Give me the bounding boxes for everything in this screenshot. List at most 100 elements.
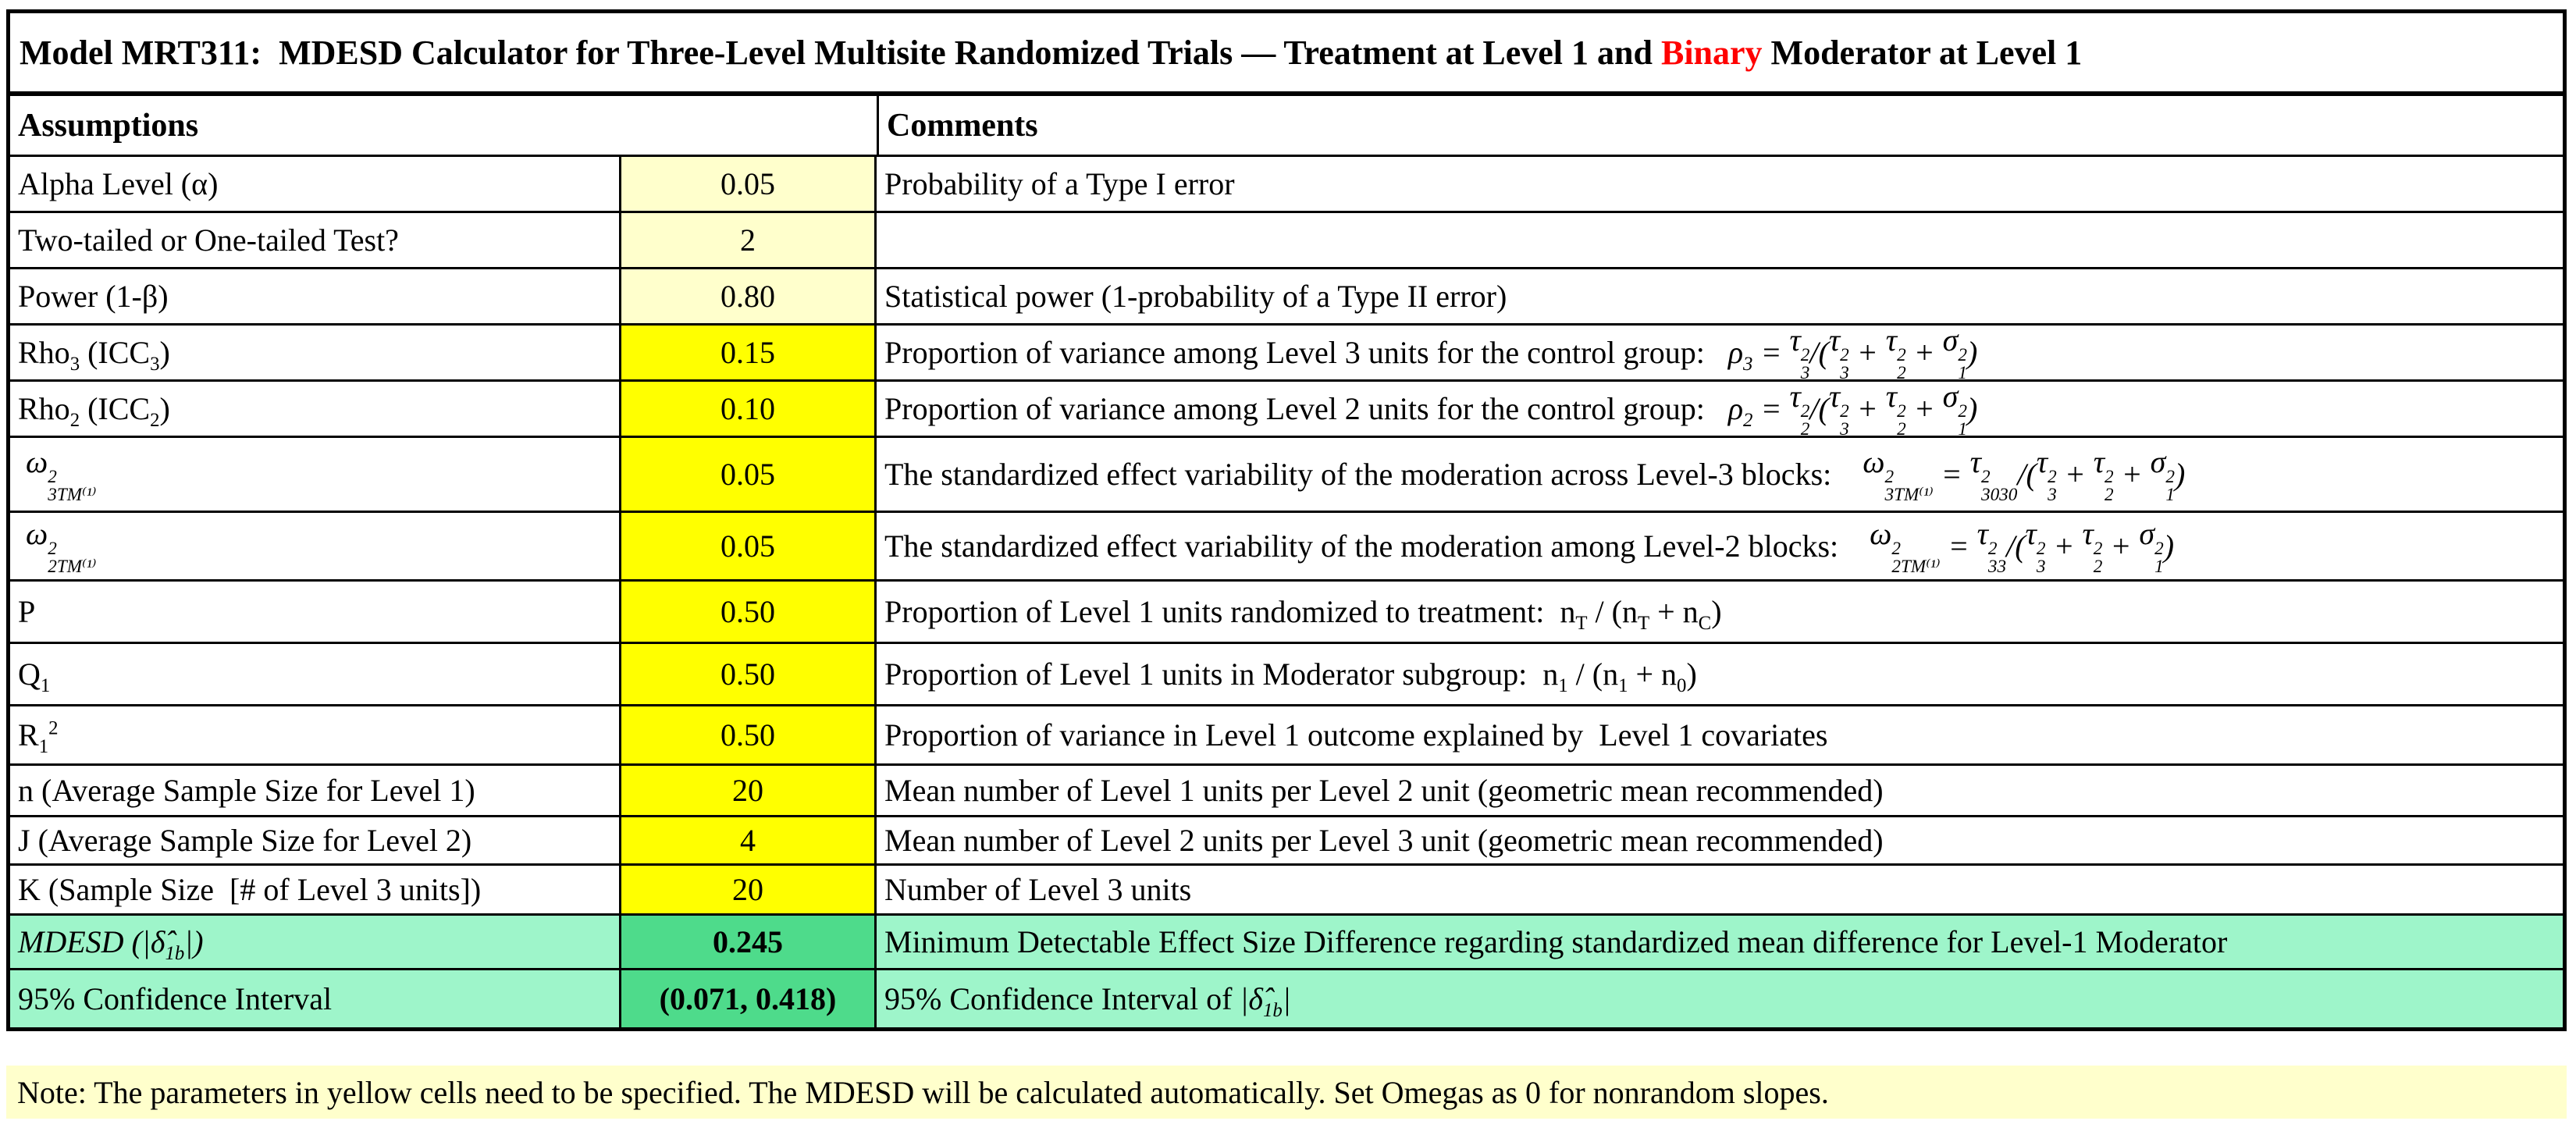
text-run: ρ2 — [1727, 391, 1753, 431]
table-row: Rho3 (ICC3) 0.15 Proportion of variance am… — [10, 323, 2563, 379]
text-run: ) — [159, 335, 170, 370]
text-run: n (Average Sample Size for Level 1) — [18, 773, 475, 808]
comment-cell: Mean number of Level 2 units per Level 3… — [874, 817, 2563, 863]
table-row: Power (1-β) 0.80 Statistical power (1-prob… — [10, 267, 2563, 323]
value-cell[interactable]: 20 — [619, 766, 874, 815]
text-run: ) — [2163, 528, 2175, 564]
value-cell[interactable]: 0.05 — [619, 157, 874, 211]
text-run: + — [1848, 335, 1886, 370]
mdesd-calculator-table: Model MRT311: MDESD Calculator for Three… — [6, 9, 2567, 1031]
text-run: Statistical power (1-probability of a Ty… — [884, 279, 1507, 314]
value-cell[interactable]: 20 — [619, 866, 874, 913]
text-run: + — [1905, 391, 1943, 426]
value-cell[interactable]: 0.80 — [619, 269, 874, 323]
text-run: 2 — [48, 717, 59, 739]
text-run: = — [1752, 335, 1790, 370]
comment-cell: Proportion of variance among Level 2 uni… — [874, 382, 2563, 436]
assumption-label-cell: ω 2 2TM⁽¹⁾ — [10, 513, 619, 579]
table-row: K (Sample Size [# of Level 3 units]) 20 Nu… — [10, 863, 2563, 913]
table-row: ω 2 2TM⁽¹⁾ 0.05 The standardized effect vari… — [10, 511, 2563, 579]
value-cell[interactable]: 0.15 — [619, 326, 874, 379]
value-cell[interactable]: 0.50 — [619, 644, 874, 704]
assumption-label-cell: Rho3 (ICC3) — [10, 326, 619, 379]
assumption-label-cell: Rho2 (ICC2) — [10, 382, 619, 436]
text-run: (ICC3 — [80, 335, 160, 375]
text-run: Alpha Level (α) — [18, 166, 219, 201]
assumption-label-cell: n (Average Sample Size for Level 1) — [10, 766, 619, 815]
assumption-label-cell: K (Sample Size [# of Level 3 units]) — [10, 866, 619, 913]
assumption-label-cell: Two-tailed or One-tailed Test? — [10, 213, 619, 267]
text-run: Mean number of Level 1 units per Level 2… — [884, 773, 1884, 808]
text-run: ω 2 2TM⁽¹⁾ — [18, 515, 97, 578]
text-run: ω 2 3TM⁽¹⁾ — [1863, 443, 1934, 506]
text-run: (ICC2 — [80, 391, 160, 431]
text-run: Two-tailed or One-tailed Test? — [18, 222, 399, 258]
assumption-label-cell: Q1 — [10, 644, 619, 704]
comment-cell: The standardized effect variability of t… — [874, 513, 2563, 579]
comment-cell: Proportion of variance among Level 3 uni… — [874, 326, 2563, 379]
text-run: + nC — [1649, 594, 1712, 634]
value-cell[interactable]: 2 — [619, 213, 874, 267]
text-run: ) — [159, 391, 170, 426]
text-run: Rho3 — [18, 335, 80, 375]
text-run: ) — [1711, 594, 1722, 629]
value-cell[interactable]: 4 — [619, 817, 874, 863]
value-cell[interactable]: 0.10 — [619, 382, 874, 436]
assumptions-column-header: Assumptions — [18, 107, 199, 144]
note-text: Note: The parameters in yellow cells nee… — [17, 1074, 1829, 1110]
comment-cell — [874, 213, 2563, 267]
text-run: 95% Confidence Interval of — [884, 981, 1240, 1016]
value-cell[interactable]: 0.05 — [619, 513, 874, 579]
text-run: τ 2 33 — [1976, 515, 2007, 578]
assumption-label-cell: J (Average Sample Size for Level 2) — [10, 817, 619, 863]
text-run: |) — [184, 924, 204, 959]
text-run: Proportion of Level 1 units in Moderator… — [884, 657, 1568, 696]
text-run: ) — [1966, 335, 1978, 370]
assumption-label-cell: Power (1-β) — [10, 269, 619, 323]
comment-cell: Mean number of Level 1 units per Level 2… — [874, 766, 2563, 815]
text-run: /( — [1809, 391, 1829, 426]
comment-cell: Number of Level 3 units — [874, 866, 2563, 913]
text-run: δ̂1b — [150, 924, 185, 964]
text-run: = — [1940, 528, 1977, 564]
value-cell[interactable]: 0.05 — [619, 438, 874, 511]
text-run: P — [18, 594, 36, 629]
text-run: = — [1933, 457, 1970, 492]
text-run: ) — [2174, 457, 2186, 492]
text-run: Minimum Detectable Effect Size Differenc… — [884, 924, 2228, 959]
text-run: J (Average Sample Size for Level 2) — [18, 823, 472, 858]
text-run: / (n1 — [1567, 657, 1628, 696]
assumption-label-cell: MDESD (| δ̂1b |) — [10, 916, 619, 968]
value-cell: (0.071, 0.418) — [619, 970, 874, 1027]
text-run: + n0 — [1628, 657, 1687, 696]
text-run: /( — [1809, 335, 1829, 370]
text-run: Binary — [1660, 33, 1763, 72]
table-row: Alpha Level (α) 0.05 Probability of a Type… — [10, 155, 2563, 211]
table-row: R1 2 0.50 Proportion of variance in Level 1… — [10, 704, 2563, 763]
text-run: /( — [2006, 528, 2026, 564]
column-header-row: Assumptions Comments — [10, 91, 2563, 155]
comment-cell: Probability of a Type I error — [874, 157, 2563, 211]
text-run: / (nT — [1587, 594, 1650, 634]
text-run: + — [2113, 457, 2151, 492]
value-cell[interactable]: 0.50 — [619, 706, 874, 763]
text-run: + — [2056, 457, 2094, 492]
text-run: The standardized effect variability of t… — [884, 457, 1863, 492]
text-run: Number of Level 3 units — [884, 872, 1192, 907]
value-cell: 0.245 — [619, 916, 874, 968]
text-run: + — [2045, 528, 2083, 564]
value-cell[interactable]: 0.50 — [619, 582, 874, 642]
text-run: = — [1752, 391, 1790, 426]
table-row: MDESD (| δ̂1b |) 0.245 Minimum Detectable Ef… — [10, 913, 2563, 968]
table-row: ω 2 3TM⁽¹⁾ 0.05 The standardized effect vari… — [10, 436, 2563, 511]
